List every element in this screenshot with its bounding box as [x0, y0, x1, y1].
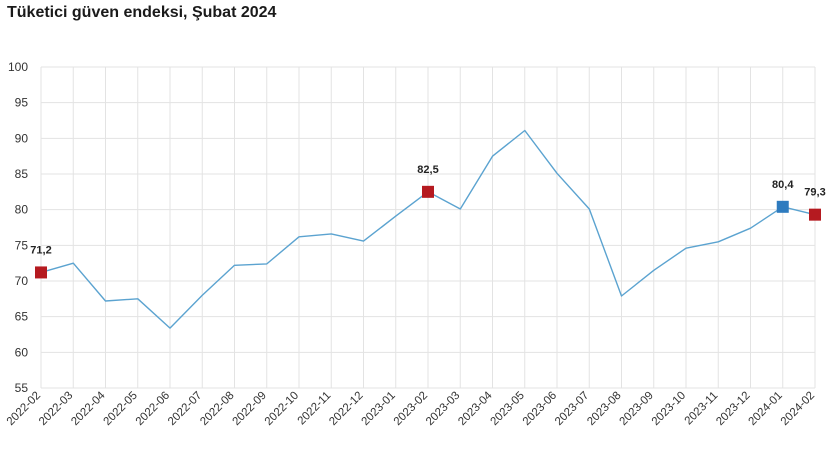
grid-lines [40, 66, 816, 389]
y-tick-label: 75 [15, 238, 29, 252]
highlight-marker [776, 200, 789, 213]
x-tick-label: 2022-07 [166, 390, 204, 428]
x-tick-label: 2023-09 [618, 390, 656, 428]
highlight-markers [35, 185, 821, 279]
y-tick-label: 100 [8, 60, 28, 74]
x-tick-label: 2023-06 [521, 390, 559, 428]
data-label: 79,3 [804, 187, 825, 199]
x-tick-label: 2023-04 [456, 389, 495, 428]
x-tick-label: 2023-03 [424, 390, 462, 428]
x-tick-label: 2022-02 [5, 390, 43, 428]
data-label: 80,4 [772, 179, 794, 191]
x-tick-label: 2023-12 [714, 390, 752, 428]
chart-title: Tüketici güven endeksi, Şubat 2024 [7, 4, 277, 21]
data-label: 82,5 [417, 164, 438, 176]
highlight-marker [35, 266, 47, 279]
x-axis-ticks: 2022-022022-032022-042022-052022-062022-… [5, 389, 817, 428]
y-tick-label: 95 [15, 96, 29, 110]
x-tick-label: 2022-06 [134, 390, 172, 428]
x-tick-label: 2024-02 [779, 390, 817, 428]
y-tick-label: 65 [15, 310, 29, 324]
y-tick-label: 80 [15, 203, 29, 217]
y-tick-label: 90 [15, 131, 29, 145]
y-tick-label: 85 [15, 167, 29, 181]
x-tick-label: 2023-01 [360, 390, 398, 428]
x-tick-label: 2022-03 [37, 390, 75, 428]
x-tick-label: 2022-11 [296, 390, 334, 428]
x-tick-label: 2022-09 [231, 390, 269, 428]
y-tick-label: 55 [15, 381, 29, 395]
highlight-marker [809, 208, 821, 221]
x-tick-label: 2023-07 [553, 390, 591, 428]
x-tick-label: 2022-12 [327, 390, 365, 428]
x-tick-label: 2022-05 [102, 390, 140, 428]
data-label: 71,2 [30, 244, 51, 256]
x-tick-label: 2023-05 [489, 390, 527, 428]
x-tick-label: 2022-04 [69, 389, 108, 428]
y-tick-label: 70 [15, 274, 29, 288]
x-tick-label: 2024-01 [747, 390, 785, 428]
data-labels: 71,2 82,5 80,4 79,3 [30, 164, 825, 257]
y-tick-label: 60 [15, 345, 29, 359]
x-tick-label: 2022-10 [263, 390, 301, 428]
x-tick-label: 2023-08 [585, 390, 623, 428]
x-tick-label: 2023-02 [392, 390, 430, 428]
x-tick-label: 2023-11 [683, 390, 721, 428]
x-tick-label: 2023-10 [650, 390, 688, 428]
highlight-marker [422, 185, 434, 198]
x-tick-label: 2022-08 [198, 390, 236, 428]
y-axis-ticks: 55 60 65 70 75 80 85 90 95 100 [8, 60, 28, 395]
